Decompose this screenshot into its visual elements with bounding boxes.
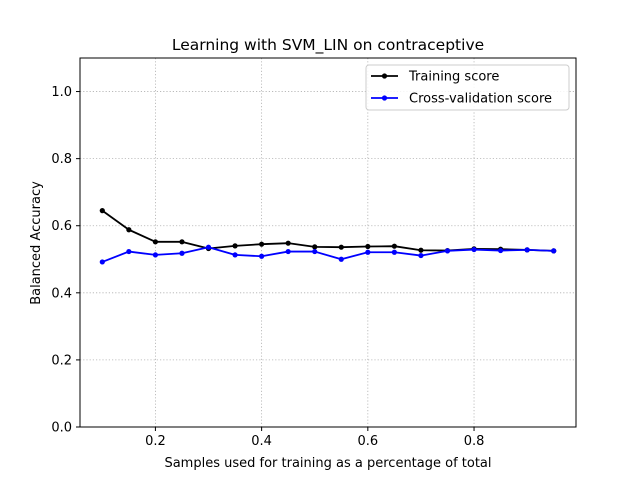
data-point-training <box>418 247 424 253</box>
data-point-training <box>259 241 265 247</box>
data-point-training <box>312 244 318 250</box>
legend: Training score Cross-validation score <box>365 64 570 111</box>
x-tick-label: 0.4 <box>251 434 272 449</box>
legend-box <box>365 64 570 111</box>
y-tick-label: 0.2 <box>51 353 72 368</box>
data-point-training <box>232 243 238 249</box>
series-line-cross-validation <box>101 246 554 263</box>
x-axis-label: Samples used for training as a percentag… <box>164 456 491 471</box>
data-point-training <box>126 227 132 233</box>
legend-marker-cross-validation <box>381 95 388 101</box>
data-point-cross-validation <box>365 249 371 255</box>
data-point-training <box>338 244 344 250</box>
data-point-training <box>152 239 159 245</box>
data-point-training <box>99 208 105 214</box>
x-tick-label: 0.2 <box>145 434 166 449</box>
data-point-cross-validation <box>418 252 424 259</box>
data-point-training <box>285 240 291 246</box>
legend-marker-training <box>381 73 388 79</box>
legend-label-training: Training score <box>408 70 499 85</box>
data-point-cross-validation <box>471 246 477 253</box>
data-point-cross-validation <box>179 250 185 256</box>
data-point-cross-validation <box>205 244 212 250</box>
data-point-cross-validation <box>232 252 238 258</box>
chart-title: Learning with SVM_LIN on contraceptive <box>172 36 484 55</box>
data-point-cross-validation <box>391 249 397 255</box>
y-tick-label: 0.4 <box>51 286 72 301</box>
data-point-cross-validation <box>152 252 159 258</box>
x-tick-label: 0.6 <box>357 434 378 449</box>
data-point-cross-validation <box>551 248 557 254</box>
data-point-training <box>179 239 185 245</box>
plot-frame <box>79 57 577 428</box>
data-point-cross-validation <box>285 248 291 255</box>
legend-label-cross-validation: Cross-validation score <box>409 92 552 107</box>
y-tick-label: 0.6 <box>51 219 72 234</box>
y-tick-label: 0.0 <box>51 421 72 436</box>
data-point-cross-validation <box>444 248 451 254</box>
data-point-cross-validation <box>312 248 318 255</box>
data-point-cross-validation <box>497 247 504 254</box>
y-tick-label: 1.0 <box>51 85 72 100</box>
data-point-cross-validation <box>259 253 265 259</box>
x-tick-label: 0.8 <box>464 434 485 449</box>
y-axis-ticks: 0.0 0.2 0.4 0.6 0.8 1.0 <box>51 85 80 436</box>
series-layer <box>99 208 557 265</box>
x-axis-ticks: 0.2 0.4 0.6 0.8 <box>145 427 484 449</box>
data-point-cross-validation <box>99 259 105 265</box>
data-point-cross-validation <box>126 248 132 255</box>
data-point-cross-validation <box>524 247 530 253</box>
y-axis-label: Balanced Accuracy <box>29 181 44 305</box>
data-point-training <box>391 243 397 249</box>
data-point-training <box>365 243 371 250</box>
data-point-cross-validation <box>338 256 344 262</box>
y-tick-label: 0.8 <box>51 152 72 167</box>
